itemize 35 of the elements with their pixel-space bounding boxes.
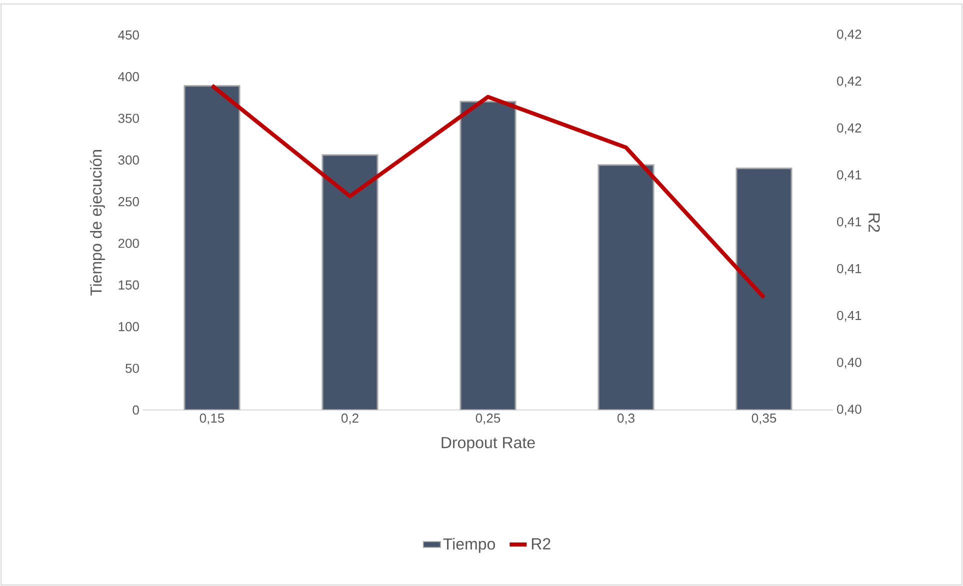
x-tick-label: 0,3 <box>617 414 634 424</box>
y-tick-label: 400 <box>118 72 139 82</box>
y-tick-label: 250 <box>118 197 139 206</box>
y-tick-label: 200 <box>118 238 139 248</box>
x-tick-label: 0,35 <box>752 414 776 424</box>
y2-tick-label: 0,42 <box>837 76 862 88</box>
x-tick-label: 0,15 <box>200 414 224 424</box>
y2-tick-label: 0,40 <box>837 404 862 416</box>
legend-label: Tiempo <box>443 538 495 553</box>
y-tick-label: 150 <box>118 280 139 290</box>
x-axis-title: Dropout Rate <box>442 437 535 452</box>
y2-tick-label: 0,42 <box>837 30 862 40</box>
y2-tick-label: 0,40 <box>837 358 862 368</box>
y2-tick-label: 0,41 <box>837 264 862 275</box>
y2-tick-label: 0,41 <box>837 170 862 181</box>
bar <box>598 164 654 410</box>
y-tick-label: 350 <box>118 114 139 123</box>
bar <box>322 154 378 410</box>
bar <box>184 85 240 410</box>
y2-tick-label: 0,41 <box>837 217 862 228</box>
y-tick-label: 450 <box>118 30 139 40</box>
bar <box>736 168 792 410</box>
y-tick-label: 300 <box>118 155 139 165</box>
y2-tick-label: 0,41 <box>837 310 862 322</box>
line-series <box>210 84 766 300</box>
x-tick-label: 0,25 <box>476 414 500 424</box>
legend-label: R2 <box>532 538 550 550</box>
y-tick-label: 50 <box>126 364 139 373</box>
y-tick-label: 100 <box>118 322 139 332</box>
x-tick-label: 0,2 <box>341 414 358 424</box>
y-tick-label: 0 <box>132 405 139 415</box>
y2-tick-label: 0,42 <box>837 123 862 134</box>
bar <box>460 100 516 410</box>
y2-axis-title: R2 <box>868 214 880 232</box>
y-axis-title: Tiempo de ejecución <box>90 150 105 296</box>
